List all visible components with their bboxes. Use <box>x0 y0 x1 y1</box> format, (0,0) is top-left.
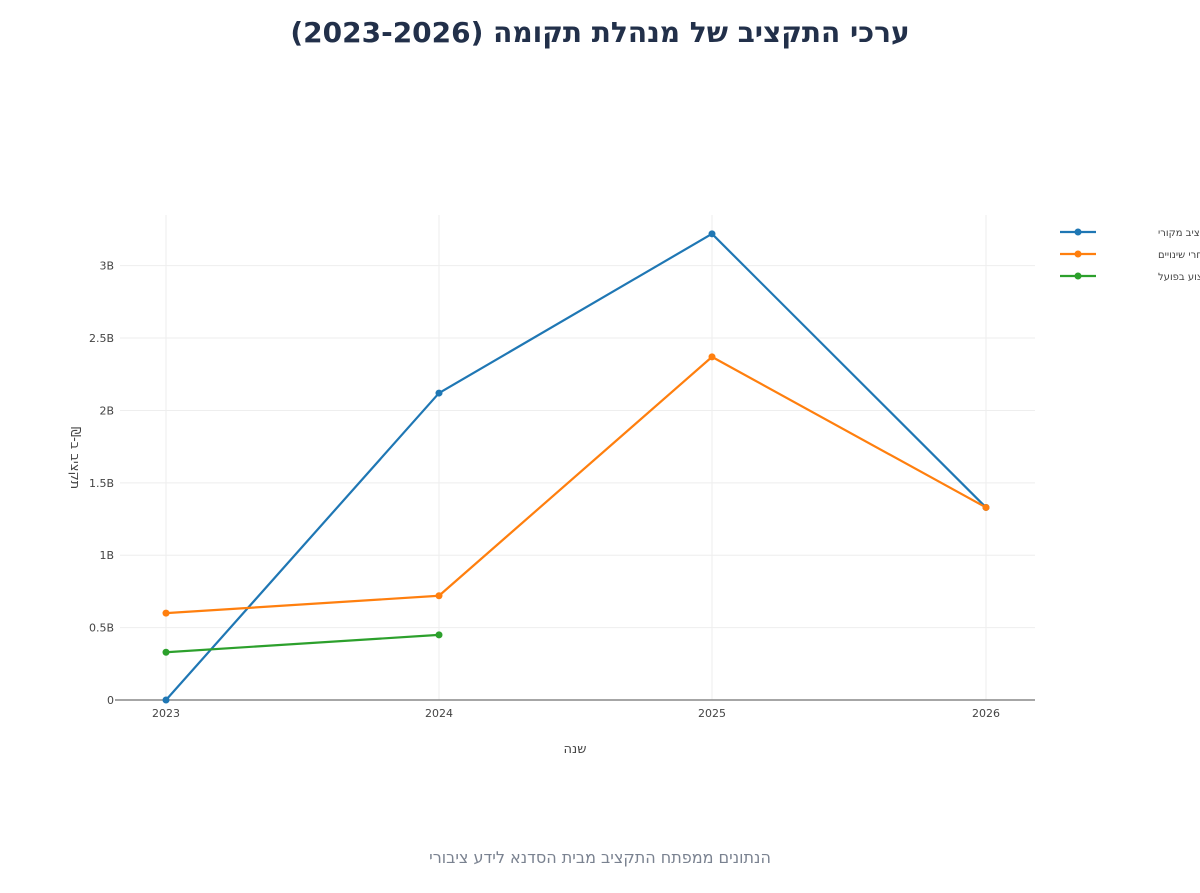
series-2-point[interactable] <box>435 592 443 600</box>
legend-swatch-marker <box>1074 228 1082 236</box>
legend-swatch-marker <box>1074 272 1082 280</box>
axis-layer: 0 0.5B 1B 1.5B 2B 2.5B 3B 2023 2024 2025 2026 <box>89 260 1035 720</box>
series-2-point[interactable] <box>162 609 170 617</box>
series-1-point[interactable] <box>162 696 170 704</box>
series-line-2 <box>165 355 987 615</box>
x-tick-label: 2024 <box>425 707 453 720</box>
series-3-point[interactable] <box>435 631 443 639</box>
y-axis-title: תקציב ב-₪ <box>67 427 82 489</box>
legend-label: ביצוע בפועל <box>1158 272 1200 283</box>
x-tick-label: 2025 <box>698 707 726 720</box>
y-tick-label: 3B <box>99 260 114 273</box>
series-layer <box>162 230 990 704</box>
source-note: הנתונים ממפתח התקציב מבית הסדנא לידע ציב… <box>429 848 771 867</box>
y-tick-label: 2B <box>99 404 114 417</box>
series-3-point[interactable] <box>162 648 170 656</box>
grid-layer <box>120 215 1035 700</box>
series-line-1 <box>165 232 987 701</box>
series-1-point[interactable] <box>435 389 443 397</box>
series-line-3 <box>165 633 440 654</box>
legend-item-3[interactable]: ביצוע בפועל <box>1060 272 1200 283</box>
y-tick-label: 1B <box>99 549 114 562</box>
y-tick-label: 2.5B <box>89 332 114 345</box>
x-axis-title: שנה <box>564 742 587 757</box>
y-tick-label: 1.5B <box>89 477 114 490</box>
legend-label: אחרי שינויים <box>1158 250 1200 261</box>
legend: תקציב מקורי אחרי שינויים ביצוע בפועל <box>1060 228 1200 283</box>
series-2-point[interactable] <box>708 353 716 361</box>
y-tick-label: 0 <box>107 694 114 707</box>
page-title: ערכי התקציב של מנהלת תקומה (2023-2026) <box>290 16 910 49</box>
legend-item-1[interactable]: תקציב מקורי <box>1060 228 1200 239</box>
legend-label: תקציב מקורי <box>1158 228 1200 239</box>
legend-swatch-marker <box>1074 250 1082 258</box>
x-tick-label: 2023 <box>152 707 180 720</box>
x-tick-label: 2026 <box>972 707 1000 720</box>
legend-item-2[interactable]: אחרי שינויים <box>1060 250 1200 261</box>
series-1-point[interactable] <box>708 230 716 238</box>
series-2-point[interactable] <box>982 503 990 511</box>
y-tick-label: 0.5B <box>89 622 114 635</box>
